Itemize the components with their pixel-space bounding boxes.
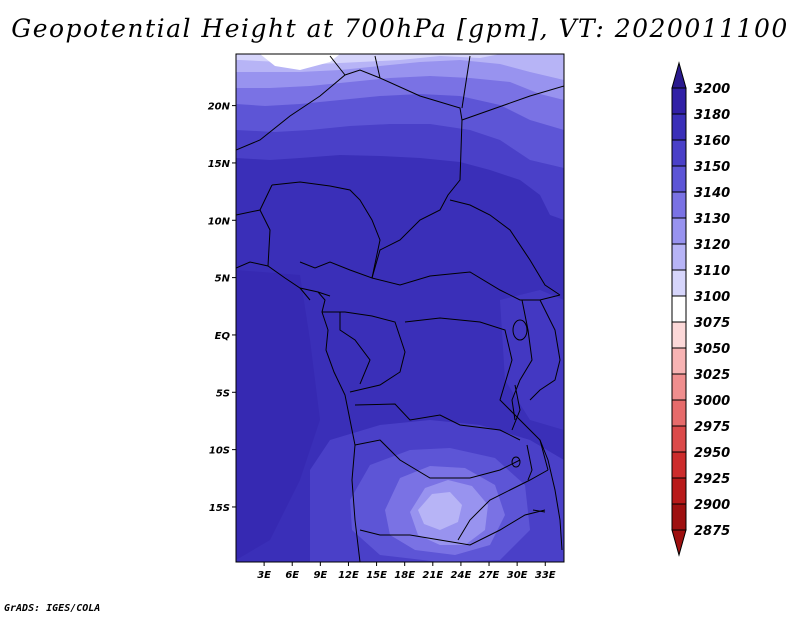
colorbar-label: 3110 xyxy=(694,264,730,279)
colorbar-label: 3050 xyxy=(694,342,730,357)
colorbar-label: 3160 xyxy=(694,134,730,149)
lon-tick-label: 27E xyxy=(479,570,500,581)
lat-tick-label: 5N xyxy=(215,274,231,285)
lon-tick-label: 18E xyxy=(394,570,415,581)
colorbar-swatch xyxy=(671,321,687,349)
colorbar-label: 2900 xyxy=(694,498,730,513)
lon-tick-label: 9E xyxy=(313,570,327,581)
lon-tick-label: 6E xyxy=(285,570,299,581)
map-title: Geopotential Height at 700hPa [gpm], VT:… xyxy=(11,14,789,43)
lon-tick-label: 24E xyxy=(451,570,472,581)
colorbar-label: 3025 xyxy=(694,368,730,383)
colorbar-swatch xyxy=(671,191,687,219)
field-south-5 xyxy=(418,492,462,530)
credit-text: GrADS: IGES/COLA xyxy=(4,603,101,614)
colorbar-bottom-arrow xyxy=(671,529,687,557)
colorbar-swatch xyxy=(671,269,687,297)
lat-tick-label: 10S xyxy=(209,446,230,457)
field-west-dark xyxy=(236,270,320,560)
colorbar-label: 2925 xyxy=(694,472,730,487)
colorbar-swatch xyxy=(671,113,687,141)
lakes xyxy=(511,319,546,513)
colorbar-label: 3000 xyxy=(694,394,730,409)
colorbar-label: 3120 xyxy=(694,238,730,253)
colorbar-swatch xyxy=(671,425,687,453)
colorbar-swatch xyxy=(671,347,687,375)
colorbar: 3200 3180 3160 3150 3140 3130 3120 3110 3100 3075… xyxy=(671,61,730,557)
lon-tick-label: 21E xyxy=(422,570,443,581)
country-boundaries xyxy=(236,55,564,562)
colorbar-swatch xyxy=(671,139,687,167)
lat-tick-label: 15N xyxy=(208,159,231,170)
height-field xyxy=(236,54,564,562)
colorbar-label: 3100 xyxy=(694,290,730,305)
colorbar-swatch xyxy=(671,373,687,401)
lat-tick-label: 15S xyxy=(209,503,230,514)
colorbar-label: 2950 xyxy=(694,446,730,461)
colorbar-label: 3150 xyxy=(694,160,730,175)
colorbar-swatch xyxy=(671,217,687,245)
colorbar-swatch xyxy=(671,451,687,479)
colorbar-swatch xyxy=(671,87,687,115)
colorbar-swatch xyxy=(671,399,687,427)
field-band-white xyxy=(260,54,340,70)
lon-tick-label: 12E xyxy=(338,570,359,581)
lon-tick-label: 33E xyxy=(535,570,556,581)
map-frame xyxy=(235,53,565,563)
lon-tick-label: 30E xyxy=(507,570,528,581)
axis-ticks: 20N 15N 10N 5N EQ 5S 10S 15S 3E 6E 9E 12E 15E 18E 21E 2… xyxy=(208,102,556,581)
colorbar-label: 3180 xyxy=(694,108,730,123)
colorbar-label: 2875 xyxy=(694,524,730,539)
lat-tick-label: 5S xyxy=(216,388,230,399)
lon-tick-label: 3E xyxy=(257,570,271,581)
lat-tick-label: 10N xyxy=(208,216,231,227)
colorbar-label: 3200 xyxy=(694,82,730,97)
colorbar-label: 3075 xyxy=(694,316,730,331)
colorbar-swatch xyxy=(671,165,687,193)
lat-tick-label: EQ xyxy=(215,331,231,342)
colorbar-label: 3140 xyxy=(694,186,730,201)
colorbar-swatch xyxy=(671,503,687,531)
colorbar-swatch xyxy=(671,243,687,271)
lon-tick-label: 15E xyxy=(366,570,387,581)
colorbar-label: 2975 xyxy=(694,420,730,435)
colorbar-swatch xyxy=(671,295,687,323)
colorbar-swatch xyxy=(671,477,687,505)
colorbar-label: 3130 xyxy=(694,212,730,227)
colorbar-top-arrow xyxy=(671,61,687,89)
lat-tick-label: 20N xyxy=(208,102,231,113)
